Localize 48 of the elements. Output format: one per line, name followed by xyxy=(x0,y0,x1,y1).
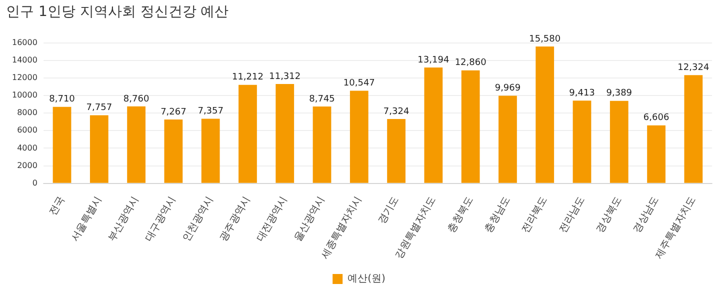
bar xyxy=(164,120,183,183)
bar xyxy=(201,118,220,183)
y-tick-label: 2000 xyxy=(17,160,38,170)
bar xyxy=(52,106,72,183)
data-label: 15,580 xyxy=(529,34,561,44)
data-label: 7,267 xyxy=(160,107,186,118)
bar xyxy=(238,84,257,183)
bar xyxy=(647,125,666,183)
y-tick-label: 10000 xyxy=(12,90,38,100)
bar xyxy=(276,84,294,183)
data-label: 7,357 xyxy=(198,106,224,117)
bar xyxy=(610,100,628,183)
data-label: 11,312 xyxy=(269,72,301,82)
data-label: 6,606 xyxy=(643,113,670,124)
data-label: 9,969 xyxy=(494,84,521,94)
data-label: 12,324 xyxy=(678,62,710,73)
bar xyxy=(350,90,368,183)
y-tick-label: 8000 xyxy=(17,108,38,118)
data-label: 8,745 xyxy=(309,94,335,104)
bar xyxy=(424,67,443,183)
data-label: 8,760 xyxy=(123,94,150,104)
data-label: 13,194 xyxy=(418,55,450,66)
data-label: 8,710 xyxy=(49,94,76,105)
legend-label: 예산(원) xyxy=(348,274,386,285)
data-label: 7,324 xyxy=(383,106,410,117)
bar xyxy=(90,115,108,183)
y-tick-label: 4000 xyxy=(17,143,38,152)
data-label: 10,547 xyxy=(343,78,375,89)
bar xyxy=(127,106,146,183)
y-tick-label: 14000 xyxy=(12,55,38,64)
y-tick-label: 12000 xyxy=(12,73,38,82)
bar xyxy=(312,106,332,183)
bar xyxy=(684,75,703,183)
bar xyxy=(572,100,592,183)
y-tick-label: 6000 xyxy=(17,126,38,135)
x-tick-label: 전국 xyxy=(47,194,67,218)
bar xyxy=(461,70,480,183)
data-label: 9,413 xyxy=(569,88,595,99)
y-tick-label: 0 xyxy=(32,178,38,188)
y-tick-label: 16000 xyxy=(12,38,38,47)
chart-title: 인구 1인당 지역사회 정신건강 예산 xyxy=(6,4,229,20)
data-label: 11,212 xyxy=(232,72,264,83)
data-label: 9,389 xyxy=(606,88,632,99)
bar xyxy=(536,46,554,183)
data-label: 7,757 xyxy=(86,103,112,114)
bar xyxy=(498,96,517,183)
data-label: 12,860 xyxy=(454,58,487,68)
bar xyxy=(387,119,406,183)
